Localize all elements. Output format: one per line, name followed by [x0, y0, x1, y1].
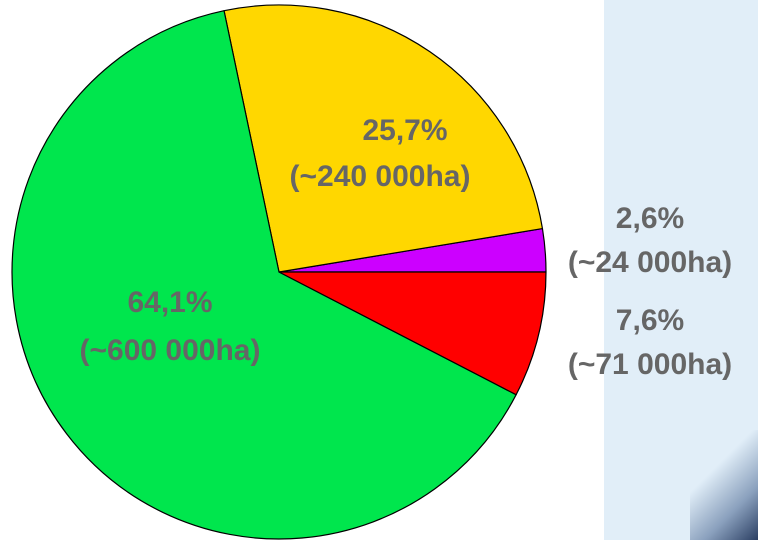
slice-label-purple-area: (~24 000ha): [568, 246, 732, 279]
slice-label-purple-percent: 2,6%: [616, 202, 684, 235]
pie-slice-green: [11, 10, 517, 540]
pie-labels: 25,7% (~240 000ha) 2,6% (~24 000ha) 64,1…: [80, 114, 733, 381]
pie-slice-yellow: [223, 4, 544, 273]
slice-label-green-percent: 64,1%: [127, 286, 212, 319]
pie-slice-red: [278, 271, 547, 396]
slice-label-green-area: (~600 000ha): [80, 334, 261, 367]
slice-label-yellow-area: (~240 000ha): [290, 160, 471, 193]
slice-label-red-percent: 7,6%: [616, 304, 684, 337]
pie-slices: [11, 4, 547, 540]
slice-label-yellow-percent: 25,7%: [362, 114, 447, 147]
background-corner-shade: [690, 430, 758, 540]
slice-label-red-area: (~71 000ha): [568, 348, 732, 381]
